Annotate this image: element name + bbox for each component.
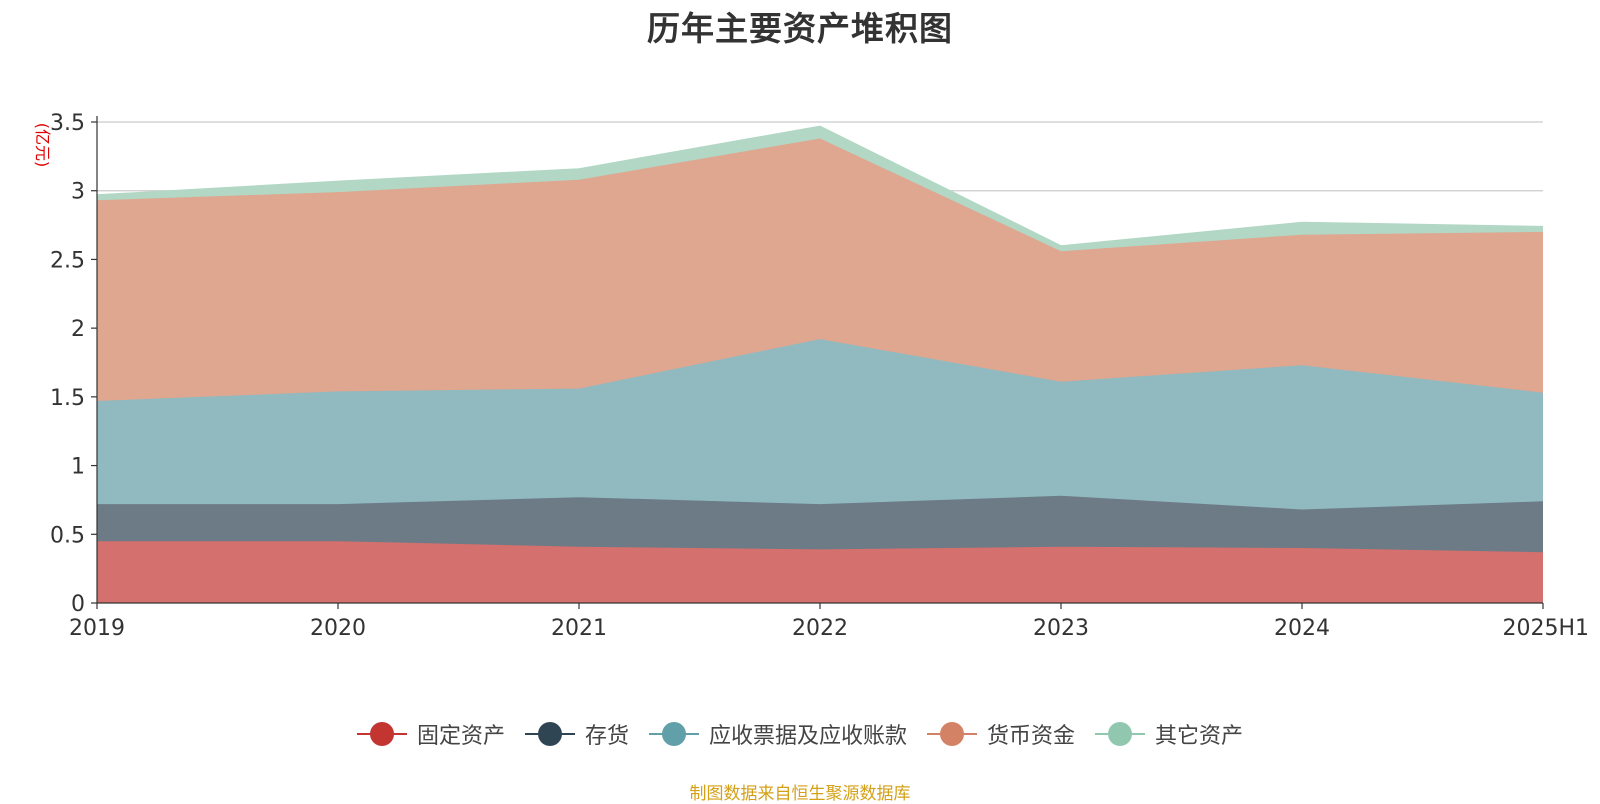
legend-marker-icon (648, 721, 699, 747)
y-unit-label: (亿元) (33, 123, 52, 168)
stacked-areas (96, 125, 1544, 603)
y-tick-label: 0.5 (50, 523, 85, 548)
x-tick-label: 2024 (1274, 616, 1330, 641)
legend-item-0[interactable]: 固定资产 (356, 718, 505, 750)
legend: 固定资产 存货 应收票据及应收账款 货币资金 其它资产 (0, 718, 1600, 750)
legend-label: 货币资金 (987, 724, 1076, 749)
area-series-0[interactable] (97, 541, 1543, 603)
y-tick-label: 3.5 (50, 111, 85, 136)
legend-label: 应收票据及应收账款 (708, 724, 907, 749)
y-tick-label: 3 (71, 180, 85, 205)
y-tick-label: 2 (71, 317, 85, 342)
area-series-2[interactable] (97, 339, 1543, 510)
legend-marker-icon (356, 721, 407, 747)
x-tick-label: 2023 (1033, 616, 1089, 641)
legend-label: 其它资产 (1155, 724, 1244, 749)
area-line-series-4 (96, 125, 1544, 247)
legend-item-2[interactable]: 应收票据及应收账款 (648, 718, 907, 750)
legend-marker-icon (1095, 721, 1146, 747)
y-tick-label: 1 (71, 455, 85, 480)
legend-item-4[interactable]: 其它资产 (1095, 718, 1243, 750)
legend-item-1[interactable]: 存货 (524, 718, 629, 750)
x-tick-label: 2020 (310, 616, 366, 641)
y-tick-label: 0 (71, 592, 85, 617)
x-tick-label: 2019 (69, 616, 125, 641)
chart-title: 历年主要资产堆积图 (647, 9, 953, 48)
legend-label: 固定资产 (416, 724, 505, 749)
axes: 0 0.5 1 1.5 2 2.5 3 3.5 2019 2020 2021 2022 2023 2024… (50, 111, 1589, 641)
area-series-1[interactable] (97, 495, 1543, 553)
x-tick-label: 2021 (551, 616, 607, 641)
legend-marker-icon (927, 721, 977, 747)
legend-marker-icon (524, 721, 575, 747)
legend-item-3[interactable]: 货币资金 (927, 718, 1075, 750)
legend-label: 存货 (584, 724, 629, 749)
y-tick-label: 1.5 (50, 386, 85, 411)
area-series-3[interactable] (97, 138, 1543, 402)
area-series-4[interactable] (97, 126, 1543, 252)
x-tick-label: 2022 (792, 616, 848, 641)
x-tick-label: 2025H1 (1502, 616, 1589, 641)
y-tick-label: 2.5 (50, 248, 85, 273)
source-note: 制图数据来自恒生聚源数据库 (689, 784, 911, 804)
